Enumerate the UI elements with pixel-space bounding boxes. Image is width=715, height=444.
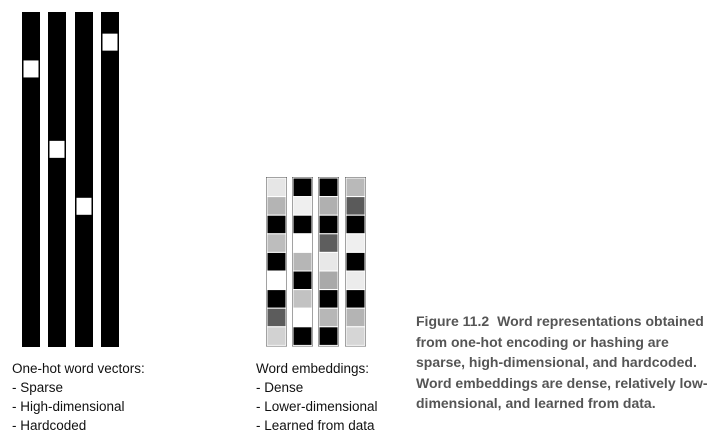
onehot-vector-4 xyxy=(101,12,119,347)
embeddings-label: Word embeddings: - Dense - Lower-dimensi… xyxy=(256,359,378,435)
embedding-cell-2-4 xyxy=(293,234,312,253)
embedding-cell-1-5 xyxy=(267,252,286,271)
embedding-cell-1-8 xyxy=(267,308,286,327)
embeddings-item-dense: - Dense xyxy=(256,378,378,397)
figure-number: Figure 11.2 xyxy=(416,313,489,329)
onehot-item-hardcoded: - Hardcoded xyxy=(12,416,145,435)
onehot-vector-3 xyxy=(75,12,93,347)
onehot-hot-cell-3 xyxy=(77,198,92,215)
embedding-cell-3-7 xyxy=(319,290,338,309)
embedding-cell-3-9 xyxy=(319,327,338,346)
embeddings-item-learned: - Learned from data xyxy=(256,416,378,435)
embedding-cell-2-9 xyxy=(293,327,312,346)
embedding-cell-4-8 xyxy=(346,308,365,327)
embedding-cell-1-1 xyxy=(267,178,286,197)
embedding-cell-2-1 xyxy=(293,178,312,197)
embedding-cell-1-2 xyxy=(267,197,286,216)
embedding-cell-1-9 xyxy=(267,327,286,346)
embeddings-title: Word embeddings: xyxy=(256,359,378,378)
embedding-cell-3-3 xyxy=(319,215,338,234)
embedding-cell-3-8 xyxy=(319,308,338,327)
embedding-cell-1-6 xyxy=(267,271,286,290)
onehot-hot-cell-1 xyxy=(24,60,39,77)
onehot-item-high-dimensional: - High-dimensional xyxy=(12,397,145,416)
embedding-cell-2-7 xyxy=(293,290,312,309)
onehot-title: One-hot word vectors: xyxy=(12,359,145,378)
embedding-cell-2-6 xyxy=(293,271,312,290)
embedding-cell-3-1 xyxy=(319,178,338,197)
embedding-cell-4-4 xyxy=(346,234,365,253)
onehot-item-sparse: - Sparse xyxy=(12,378,145,397)
embedding-cell-3-4 xyxy=(319,234,338,253)
embedding-cell-2-5 xyxy=(293,252,312,271)
embedding-cell-3-2 xyxy=(319,197,338,216)
onehot-vector-2 xyxy=(48,12,66,347)
embeddings-item-lower-dimensional: - Lower-dimensional xyxy=(256,397,378,416)
embedding-cell-4-6 xyxy=(346,271,365,290)
embedding-cell-1-4 xyxy=(267,234,286,253)
onehot-hot-cell-2 xyxy=(50,141,65,158)
embedding-cell-4-9 xyxy=(346,327,365,346)
embedding-cell-1-7 xyxy=(267,290,286,309)
embedding-cell-4-3 xyxy=(346,215,365,234)
embedding-cell-2-2 xyxy=(293,197,312,216)
embedding-cell-4-7 xyxy=(346,290,365,309)
embedding-cell-3-6 xyxy=(319,271,338,290)
onehot-hot-cell-4 xyxy=(103,34,118,51)
embedding-cell-4-5 xyxy=(346,252,365,271)
embedding-cell-4-2 xyxy=(346,197,365,216)
embedding-cell-2-3 xyxy=(293,215,312,234)
embedding-cell-4-1 xyxy=(346,178,365,197)
embedding-cell-1-3 xyxy=(267,215,286,234)
figure-caption: Figure 11.2 Word representations obtained… xyxy=(416,311,715,414)
embedding-cell-3-5 xyxy=(319,252,338,271)
onehot-label: One-hot word vectors: - Sparse - High-di… xyxy=(12,359,145,435)
embedding-cell-2-8 xyxy=(293,308,312,327)
